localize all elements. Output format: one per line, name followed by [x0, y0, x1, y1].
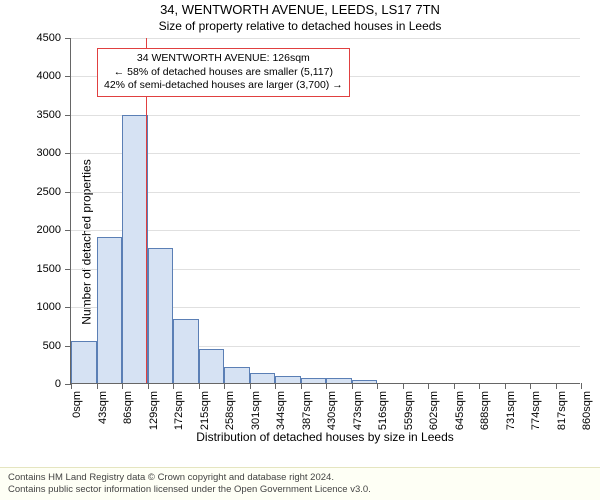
histogram-bar — [301, 378, 327, 383]
histogram-bar — [326, 378, 352, 383]
x-tick-label: 645sqm — [454, 391, 466, 430]
annotation-line: ← 58% of detached houses are smaller (5,… — [104, 66, 343, 80]
annotation-line: 42% of semi-detached houses are larger (… — [104, 79, 343, 93]
histogram-bar — [352, 380, 378, 383]
histogram-bar — [122, 115, 148, 383]
x-tick-label: 516sqm — [377, 391, 389, 430]
page-subtitle: Size of property relative to detached ho… — [0, 19, 600, 33]
y-tick-label: 2500 — [37, 186, 61, 198]
y-tick-label: 0 — [55, 378, 61, 390]
x-tick-label: 215sqm — [199, 391, 211, 430]
y-tick-label: 4000 — [37, 70, 61, 82]
histogram-bar — [173, 319, 199, 383]
x-tick-label: 559sqm — [403, 391, 415, 430]
x-tick-label: 774sqm — [530, 391, 542, 430]
annotation-line: 34 WENTWORTH AVENUE: 126sqm — [104, 52, 343, 66]
y-tick-label: 3000 — [37, 147, 61, 159]
x-tick-label: 301sqm — [250, 391, 262, 430]
histogram-bar — [97, 237, 123, 383]
x-tick-label: 602sqm — [428, 391, 440, 430]
histogram-bar — [275, 376, 301, 383]
histogram-bar — [71, 341, 97, 383]
x-tick-label: 172sqm — [173, 391, 185, 430]
histogram-bar — [224, 367, 250, 383]
x-tick-label: 860sqm — [581, 391, 593, 430]
x-tick-label: 387sqm — [301, 391, 313, 430]
y-tick-label: 500 — [43, 340, 61, 352]
x-tick-label: 430sqm — [326, 391, 338, 430]
histogram-bar — [199, 349, 225, 383]
y-tick-label: 4500 — [37, 32, 61, 44]
plot-area: 0500100015002000250030003500400045000sqm… — [70, 38, 580, 384]
x-tick-label: 258sqm — [224, 391, 236, 430]
x-tick-label: 473sqm — [352, 391, 364, 430]
x-tick-label: 43sqm — [97, 391, 109, 424]
page-title: 34, WENTWORTH AVENUE, LEEDS, LS17 7TN — [0, 2, 600, 17]
x-tick-label: 0sqm — [71, 391, 83, 418]
histogram-bar — [250, 373, 276, 383]
attribution-footer: Contains HM Land Registry data © Crown c… — [0, 467, 600, 500]
x-tick-label: 344sqm — [275, 391, 287, 430]
histogram-chart: Number of detached properties 0500100015… — [0, 32, 600, 452]
y-tick-label: 1500 — [37, 263, 61, 275]
y-tick-label: 2000 — [37, 224, 61, 236]
x-tick-label: 817sqm — [556, 391, 568, 430]
x-tick-label: 86sqm — [122, 391, 134, 424]
x-tick-label: 688sqm — [479, 391, 491, 430]
annotation-box: 34 WENTWORTH AVENUE: 126sqm← 58% of deta… — [97, 48, 350, 97]
footer-line: Contains HM Land Registry data © Crown c… — [8, 472, 592, 484]
footer-line: Contains public sector information licen… — [8, 484, 592, 496]
x-axis-label: Distribution of detached houses by size … — [70, 430, 580, 444]
histogram-bar — [148, 248, 174, 383]
x-tick-label: 731sqm — [505, 391, 517, 430]
y-tick-label: 1000 — [37, 301, 61, 313]
x-tick-label: 129sqm — [148, 391, 160, 430]
y-tick-label: 3500 — [37, 109, 61, 121]
